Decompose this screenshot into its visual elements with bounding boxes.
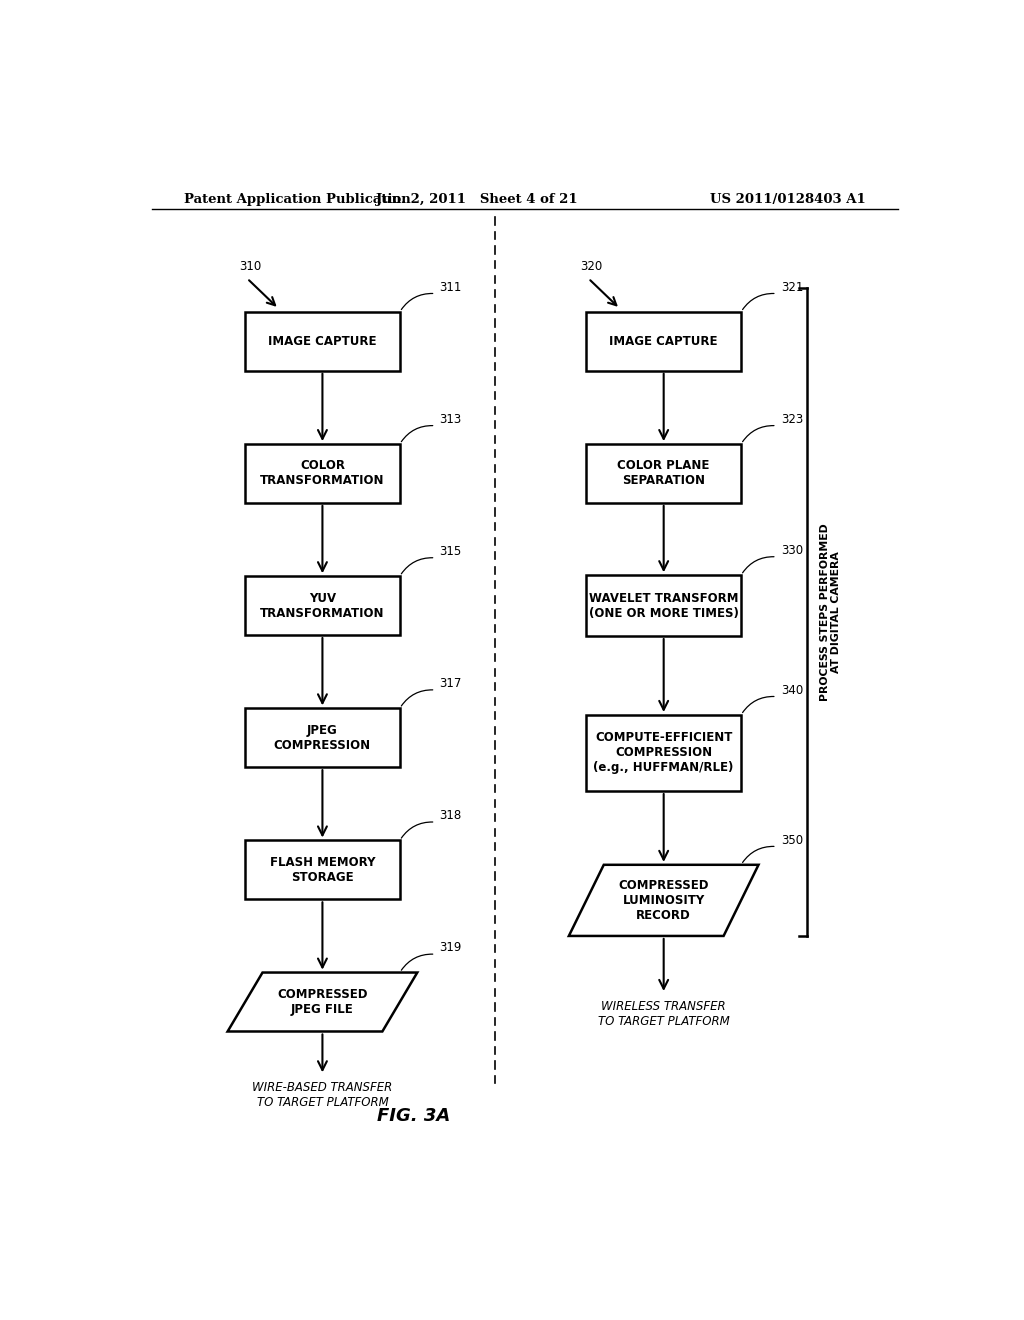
FancyBboxPatch shape xyxy=(587,312,741,371)
Text: WAVELET TRANSFORM
(ONE OR MORE TIMES): WAVELET TRANSFORM (ONE OR MORE TIMES) xyxy=(589,591,738,619)
Text: 311: 311 xyxy=(439,281,462,293)
FancyBboxPatch shape xyxy=(587,576,741,636)
Text: 318: 318 xyxy=(439,809,462,822)
FancyBboxPatch shape xyxy=(245,841,399,899)
Polygon shape xyxy=(569,865,759,936)
Text: 323: 323 xyxy=(780,413,803,426)
FancyBboxPatch shape xyxy=(245,312,399,371)
Text: US 2011/0128403 A1: US 2011/0128403 A1 xyxy=(711,193,866,206)
Text: FIG. 3A: FIG. 3A xyxy=(377,1107,451,1125)
Text: COMPUTE-EFFICIENT
COMPRESSION
(e.g., HUFFMAN/RLE): COMPUTE-EFFICIENT COMPRESSION (e.g., HUF… xyxy=(594,731,734,775)
Text: 340: 340 xyxy=(780,684,803,697)
Text: COLOR PLANE
SEPARATION: COLOR PLANE SEPARATION xyxy=(617,459,710,487)
Text: COMPRESSED
JPEG FILE: COMPRESSED JPEG FILE xyxy=(278,987,368,1016)
Text: 330: 330 xyxy=(780,544,803,557)
Text: 319: 319 xyxy=(439,941,462,954)
Text: 310: 310 xyxy=(240,260,261,273)
Text: IMAGE CAPTURE: IMAGE CAPTURE xyxy=(609,335,718,348)
Text: COLOR
TRANSFORMATION: COLOR TRANSFORMATION xyxy=(260,459,385,487)
FancyBboxPatch shape xyxy=(245,709,399,767)
Polygon shape xyxy=(227,973,417,1031)
Text: PROCESS STEPS PERFORMED
AT DIGITAL CAMERA: PROCESS STEPS PERFORMED AT DIGITAL CAMER… xyxy=(819,523,841,701)
FancyBboxPatch shape xyxy=(245,444,399,503)
Text: 317: 317 xyxy=(439,677,462,690)
Text: 315: 315 xyxy=(439,545,462,558)
FancyBboxPatch shape xyxy=(587,715,741,791)
Text: JPEG
COMPRESSION: JPEG COMPRESSION xyxy=(273,723,371,752)
Text: WIRELESS TRANSFER
TO TARGET PLATFORM: WIRELESS TRANSFER TO TARGET PLATFORM xyxy=(598,1001,729,1028)
Text: WIRE-BASED TRANSFER
TO TARGET PLATFORM: WIRE-BASED TRANSFER TO TARGET PLATFORM xyxy=(252,1081,392,1109)
Text: 320: 320 xyxy=(581,260,602,273)
Text: 313: 313 xyxy=(439,413,462,426)
Text: 350: 350 xyxy=(780,833,803,846)
Text: 321: 321 xyxy=(780,281,803,293)
FancyBboxPatch shape xyxy=(245,576,399,635)
Text: YUV
TRANSFORMATION: YUV TRANSFORMATION xyxy=(260,591,385,619)
Text: Jun. 2, 2011   Sheet 4 of 21: Jun. 2, 2011 Sheet 4 of 21 xyxy=(377,193,578,206)
Text: Patent Application Publication: Patent Application Publication xyxy=(183,193,411,206)
Text: COMPRESSED
LUMINOSITY
RECORD: COMPRESSED LUMINOSITY RECORD xyxy=(618,879,709,921)
FancyBboxPatch shape xyxy=(587,444,741,503)
Text: IMAGE CAPTURE: IMAGE CAPTURE xyxy=(268,335,377,348)
Text: FLASH MEMORY
STORAGE: FLASH MEMORY STORAGE xyxy=(269,855,375,884)
